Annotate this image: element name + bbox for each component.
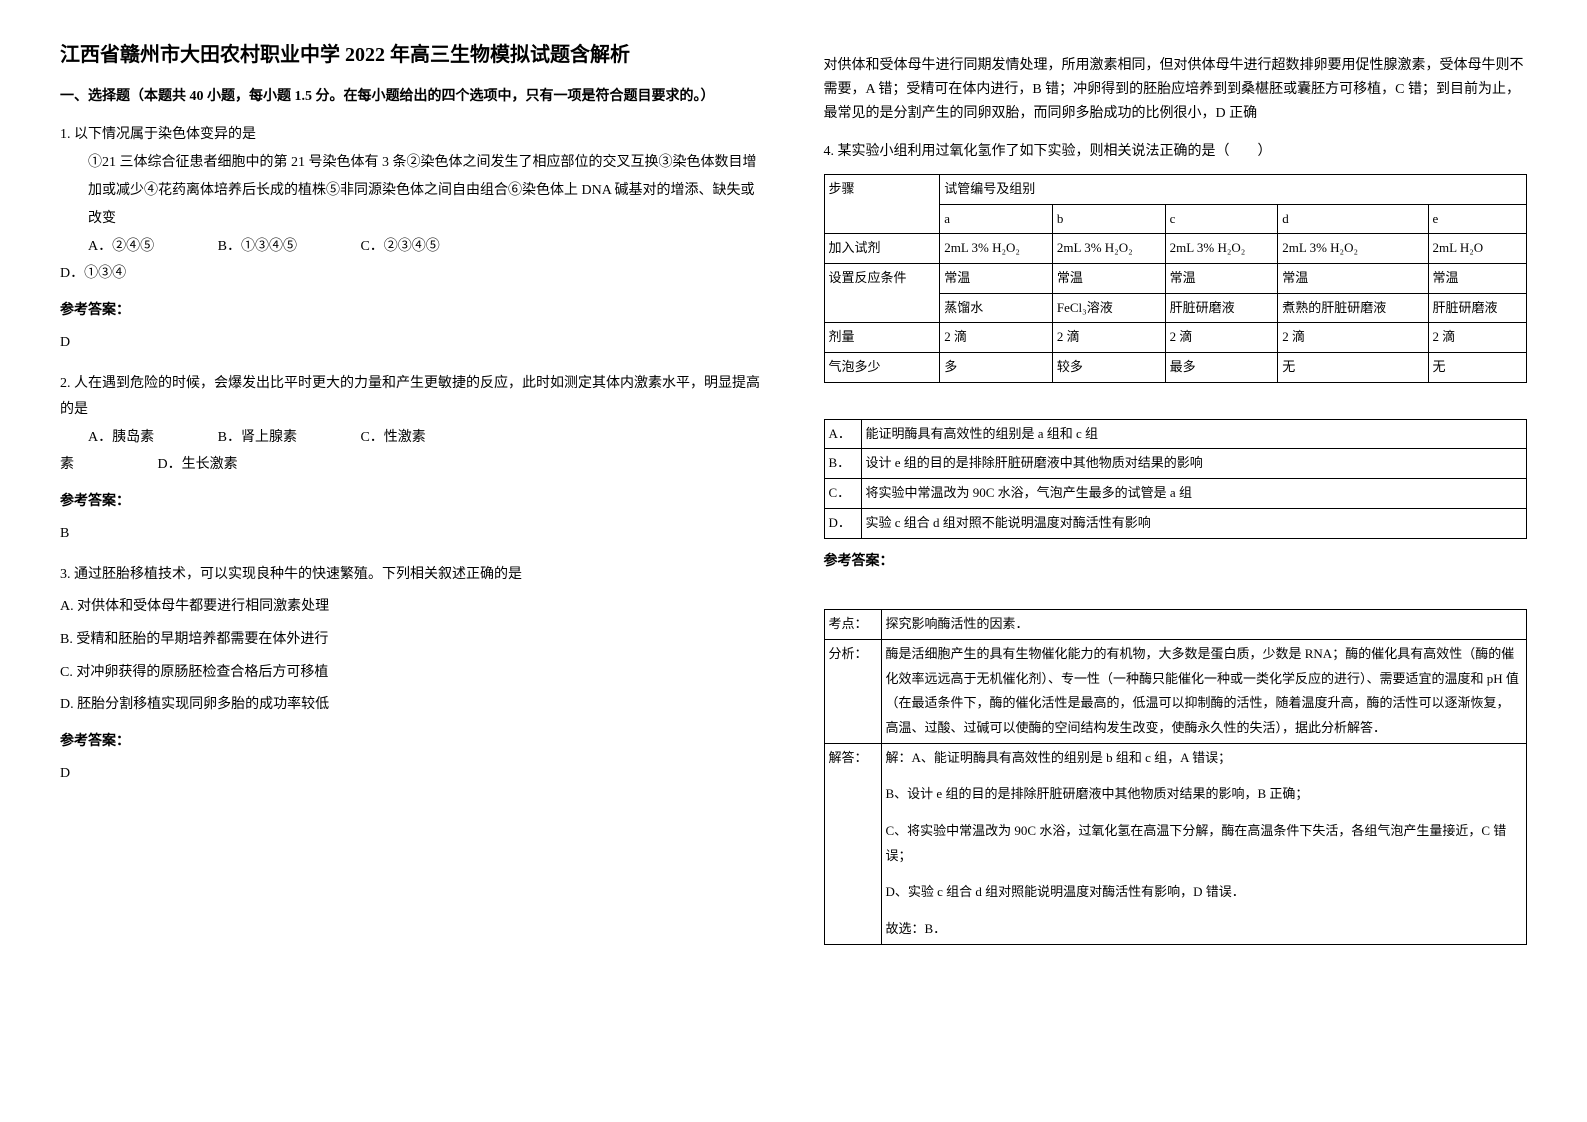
cell: 无 — [1278, 353, 1428, 383]
cell: 步骤 — [824, 174, 940, 233]
cell: 2mL 3% H₂O₂ — [1052, 234, 1165, 264]
cell: 2 滴 — [1278, 323, 1428, 353]
q3-option-a: A. 对供体和受体母牛都要进行相同激素处理 — [60, 594, 764, 621]
line: C、将实验中常温改为 90C 水浴，过氧化氢在高温下分解，酶在高温条件下失活，各… — [886, 819, 1523, 868]
cell: FeCl₃溶液 — [1052, 293, 1165, 323]
cell: 蒸馏水 — [940, 293, 1053, 323]
cell: 无 — [1428, 353, 1526, 383]
cell: C． — [824, 479, 861, 509]
question-1: 1. 以下情况属于染色体变异的是 ①21 三体综合征患者细胞中的第 21 号染色… — [60, 122, 764, 356]
cell: 2mL 3% H₂O₂ — [1278, 234, 1428, 264]
q2-option-d: D．生长激素 — [158, 457, 238, 472]
line: D、实验 c 组合 d 组对照能说明温度对酶活性有影响，D 错误． — [886, 880, 1523, 905]
cell: b — [1052, 204, 1165, 234]
q2-option-d-line: 素 D．生长激素 — [60, 452, 764, 479]
line: B、设计 e 组的目的是排除肝脏研磨液中其他物质对结果的影响，B 正确； — [886, 782, 1523, 807]
q1-option-d: D．①③④ — [60, 261, 764, 288]
q1-option-b: B．①③④⑤ — [218, 233, 297, 261]
cell: 常温 — [1428, 264, 1526, 294]
question-2: 2. 人在遇到危险的时候，会爆发出比平时更大的力量和产生更敏捷的反应，此时如测定… — [60, 371, 764, 548]
question-3: 3. 通过胚胎移植技术，可以实现良种牛的快速繁殖。下列相关叙述正确的是 A. 对… — [60, 562, 764, 788]
q1-stem: 1. 以下情况属于染色体变异的是 — [60, 122, 764, 149]
q2-answer: B — [60, 521, 764, 548]
cell: 多 — [940, 353, 1053, 383]
cell: 设计 e 组的目的是排除肝脏研磨液中其他物质对结果的影响 — [861, 449, 1527, 479]
q4-experiment-table: 步骤 试管编号及组别 a b c d e 加入试剂 2mL 3% H₂O₂ 2m… — [824, 174, 1528, 383]
cell: 剂量 — [824, 323, 940, 353]
q2-cont: 素 — [60, 457, 74, 472]
answer-label: 参考答案： — [824, 549, 1528, 576]
cell: e — [1428, 204, 1526, 234]
cell: B． — [824, 449, 861, 479]
cell: c — [1165, 204, 1278, 234]
cell: 考点： — [824, 610, 881, 640]
cell: 2 滴 — [1165, 323, 1278, 353]
cell: 气泡多少 — [824, 353, 940, 383]
cell: 2mL 3% H₂O₂ — [1165, 234, 1278, 264]
cell: 较多 — [1052, 353, 1165, 383]
question-4: 4. 某实验小组利用过氧化氢作了如下实验，则相关说法正确的是（ ） 步骤 试管编… — [824, 139, 1528, 944]
q4-stem: 4. 某实验小组利用过氧化氢作了如下实验，则相关说法正确的是（ ） — [824, 139, 1528, 166]
q3-option-c: C. 对冲卵获得的原肠胚检查合格后方可移植 — [60, 660, 764, 687]
cell: 酶是活细胞产生的具有生物催化能力的有机物，大多数是蛋白质，少数是 RNA；酶的催… — [881, 639, 1527, 743]
q3-explain: 对供体和受体母牛进行同期发情处理，所用激素相同，但对供体母牛进行超数排卵要用促性… — [824, 54, 1528, 125]
cell: 常温 — [1052, 264, 1165, 294]
cell: 能证明酶具有高效性的组别是 a 组和 c 组 — [861, 419, 1527, 449]
cell: 试管编号及组别 — [940, 174, 1527, 204]
cell: 煮熟的肝脏研磨液 — [1278, 293, 1428, 323]
q3-option-b: B. 受精和胚胎的早期培养都需要在体外进行 — [60, 627, 764, 654]
cell: 设置反应条件 — [824, 264, 940, 323]
cell: 肝脏研磨液 — [1165, 293, 1278, 323]
answer-label: 参考答案： — [60, 729, 764, 756]
cell: 解：A、能证明酶具有高效性的组别是 b 组和 c 组，A 错误； B、设计 e … — [881, 743, 1527, 944]
q2-option-b: B．肾上腺素 — [218, 424, 297, 452]
section-heading: 一、选择题（本题共 40 小题，每小题 1.5 分。在每小题给出的四个选项中，只… — [60, 86, 764, 108]
line: 故选：B． — [886, 917, 1523, 942]
q1-body: ①21 三体综合征患者细胞中的第 21 号染色体有 3 条②染色体之间发生了相应… — [60, 149, 764, 233]
answer-label: 参考答案： — [60, 489, 764, 516]
cell: 常温 — [1165, 264, 1278, 294]
q3-option-d: D. 胚胎分割移植实现同卵多胎的成功率较低 — [60, 692, 764, 719]
q1-option-a: A．②④⑤ — [88, 233, 154, 261]
cell: 2 滴 — [1428, 323, 1526, 353]
cell: 探究影响酶活性的因素． — [881, 610, 1527, 640]
cell: 2 滴 — [940, 323, 1053, 353]
q3-answer: D — [60, 761, 764, 788]
cell: 将实验中常温改为 90C 水浴，气泡产生最多的试管是 a 组 — [861, 479, 1527, 509]
cell: 实验 c 组合 d 组对照不能说明温度对酶活性有影响 — [861, 508, 1527, 538]
q3-stem: 3. 通过胚胎移植技术，可以实现良种牛的快速繁殖。下列相关叙述正确的是 — [60, 562, 764, 589]
cell: 2 滴 — [1052, 323, 1165, 353]
cell: 2mL H₂O — [1428, 234, 1526, 264]
cell: 肝脏研磨液 — [1428, 293, 1526, 323]
q4-analysis-table: 考点： 探究影响酶活性的因素． 分析： 酶是活细胞产生的具有生物催化能力的有机物… — [824, 609, 1528, 945]
q1-answer: D — [60, 330, 764, 357]
q2-option-a: A．胰岛素 — [88, 424, 154, 452]
cell: 常温 — [1278, 264, 1428, 294]
cell: D． — [824, 508, 861, 538]
cell: a — [940, 204, 1053, 234]
cell: 解答： — [824, 743, 881, 944]
q2-option-c: C．性激素 — [360, 424, 425, 452]
cell: 最多 — [1165, 353, 1278, 383]
q4-options-table: A．能证明酶具有高效性的组别是 a 组和 c 组 B．设计 e 组的目的是排除肝… — [824, 419, 1528, 539]
page-title: 江西省赣州市大田农村职业中学 2022 年高三生物模拟试题含解析 — [60, 40, 764, 70]
line: 解：A、能证明酶具有高效性的组别是 b 组和 c 组，A 错误； — [886, 746, 1523, 771]
cell: 常温 — [940, 264, 1053, 294]
cell: 加入试剂 — [824, 234, 940, 264]
cell: A． — [824, 419, 861, 449]
answer-label: 参考答案： — [60, 298, 764, 325]
cell: 分析： — [824, 639, 881, 743]
cell: d — [1278, 204, 1428, 234]
q2-stem: 2. 人在遇到危险的时候，会爆发出比平时更大的力量和产生更敏捷的反应，此时如测定… — [60, 371, 764, 424]
q1-option-c: C．②③④⑤ — [360, 233, 439, 261]
cell: 2mL 3% H₂O₂ — [940, 234, 1053, 264]
